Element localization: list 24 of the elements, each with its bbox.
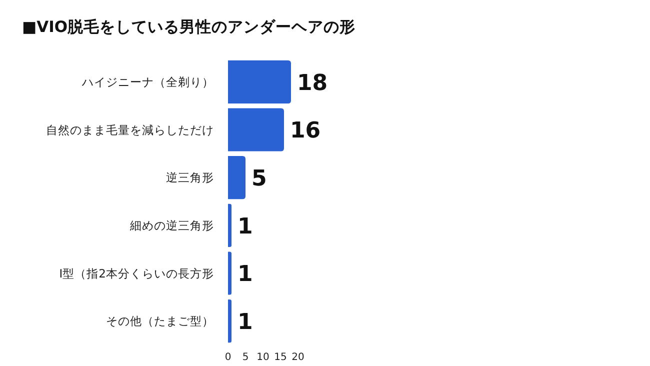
data-label: 1	[238, 262, 253, 288]
data-label: 1	[238, 310, 253, 336]
bar	[228, 156, 246, 200]
y-tick-label: I型（指2本分くらいの長方形	[59, 266, 214, 280]
data-label: 18	[297, 70, 328, 96]
data-label: 1	[238, 214, 253, 240]
x-tick-label: 10	[256, 352, 270, 363]
y-tick-label: その他（たまご型）	[106, 314, 214, 328]
y-tick-label: 逆三角形	[166, 170, 214, 185]
x-tick-label: 0	[224, 352, 232, 363]
x-tick-label: 5	[242, 352, 249, 363]
bar	[228, 300, 232, 343]
y-tick-label: ハイジニーナ（全剃り）	[81, 75, 214, 90]
bar	[228, 60, 291, 104]
x-tick-label: 20	[292, 352, 304, 363]
x-tick-label: 15	[274, 352, 287, 363]
data-label: 5	[252, 166, 267, 192]
y-tick-label: 細めの逆三角形	[129, 218, 214, 233]
bar	[228, 252, 232, 295]
chart-title: ■VIO脱毛をしている男性のアンダーヘアの形	[22, 18, 356, 36]
bar	[228, 108, 284, 152]
data-label: 16	[290, 118, 321, 144]
y-tick-label: 自然のまま毛量を減らしただけ	[46, 122, 214, 137]
bar	[228, 204, 232, 247]
